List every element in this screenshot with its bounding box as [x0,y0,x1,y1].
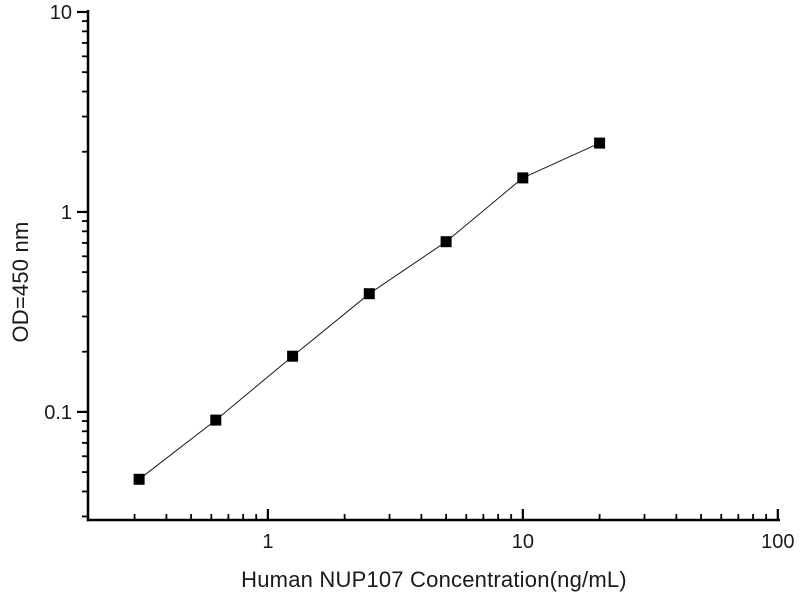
x-tick-label: 10 [512,531,534,553]
data-point-marker [440,236,452,248]
data-point-marker [133,473,145,485]
y-tick-label: 10 [50,2,72,24]
x-tick-label: 1 [262,531,273,553]
data-point-marker [210,414,222,426]
data-point-marker [287,350,299,362]
data-point-marker [517,172,529,184]
y-axis-title: OD=450 nm [8,221,33,343]
x-tick-label: 100 [761,531,794,553]
y-tick-label: 0.1 [44,402,72,424]
data-point-marker [594,137,606,149]
data-point-marker [363,288,375,300]
standard-curve-line [138,142,600,480]
y-tick-label: 1 [61,202,72,224]
x-axis-title: Human NUP107 Concentration(ng/mL) [241,567,627,592]
